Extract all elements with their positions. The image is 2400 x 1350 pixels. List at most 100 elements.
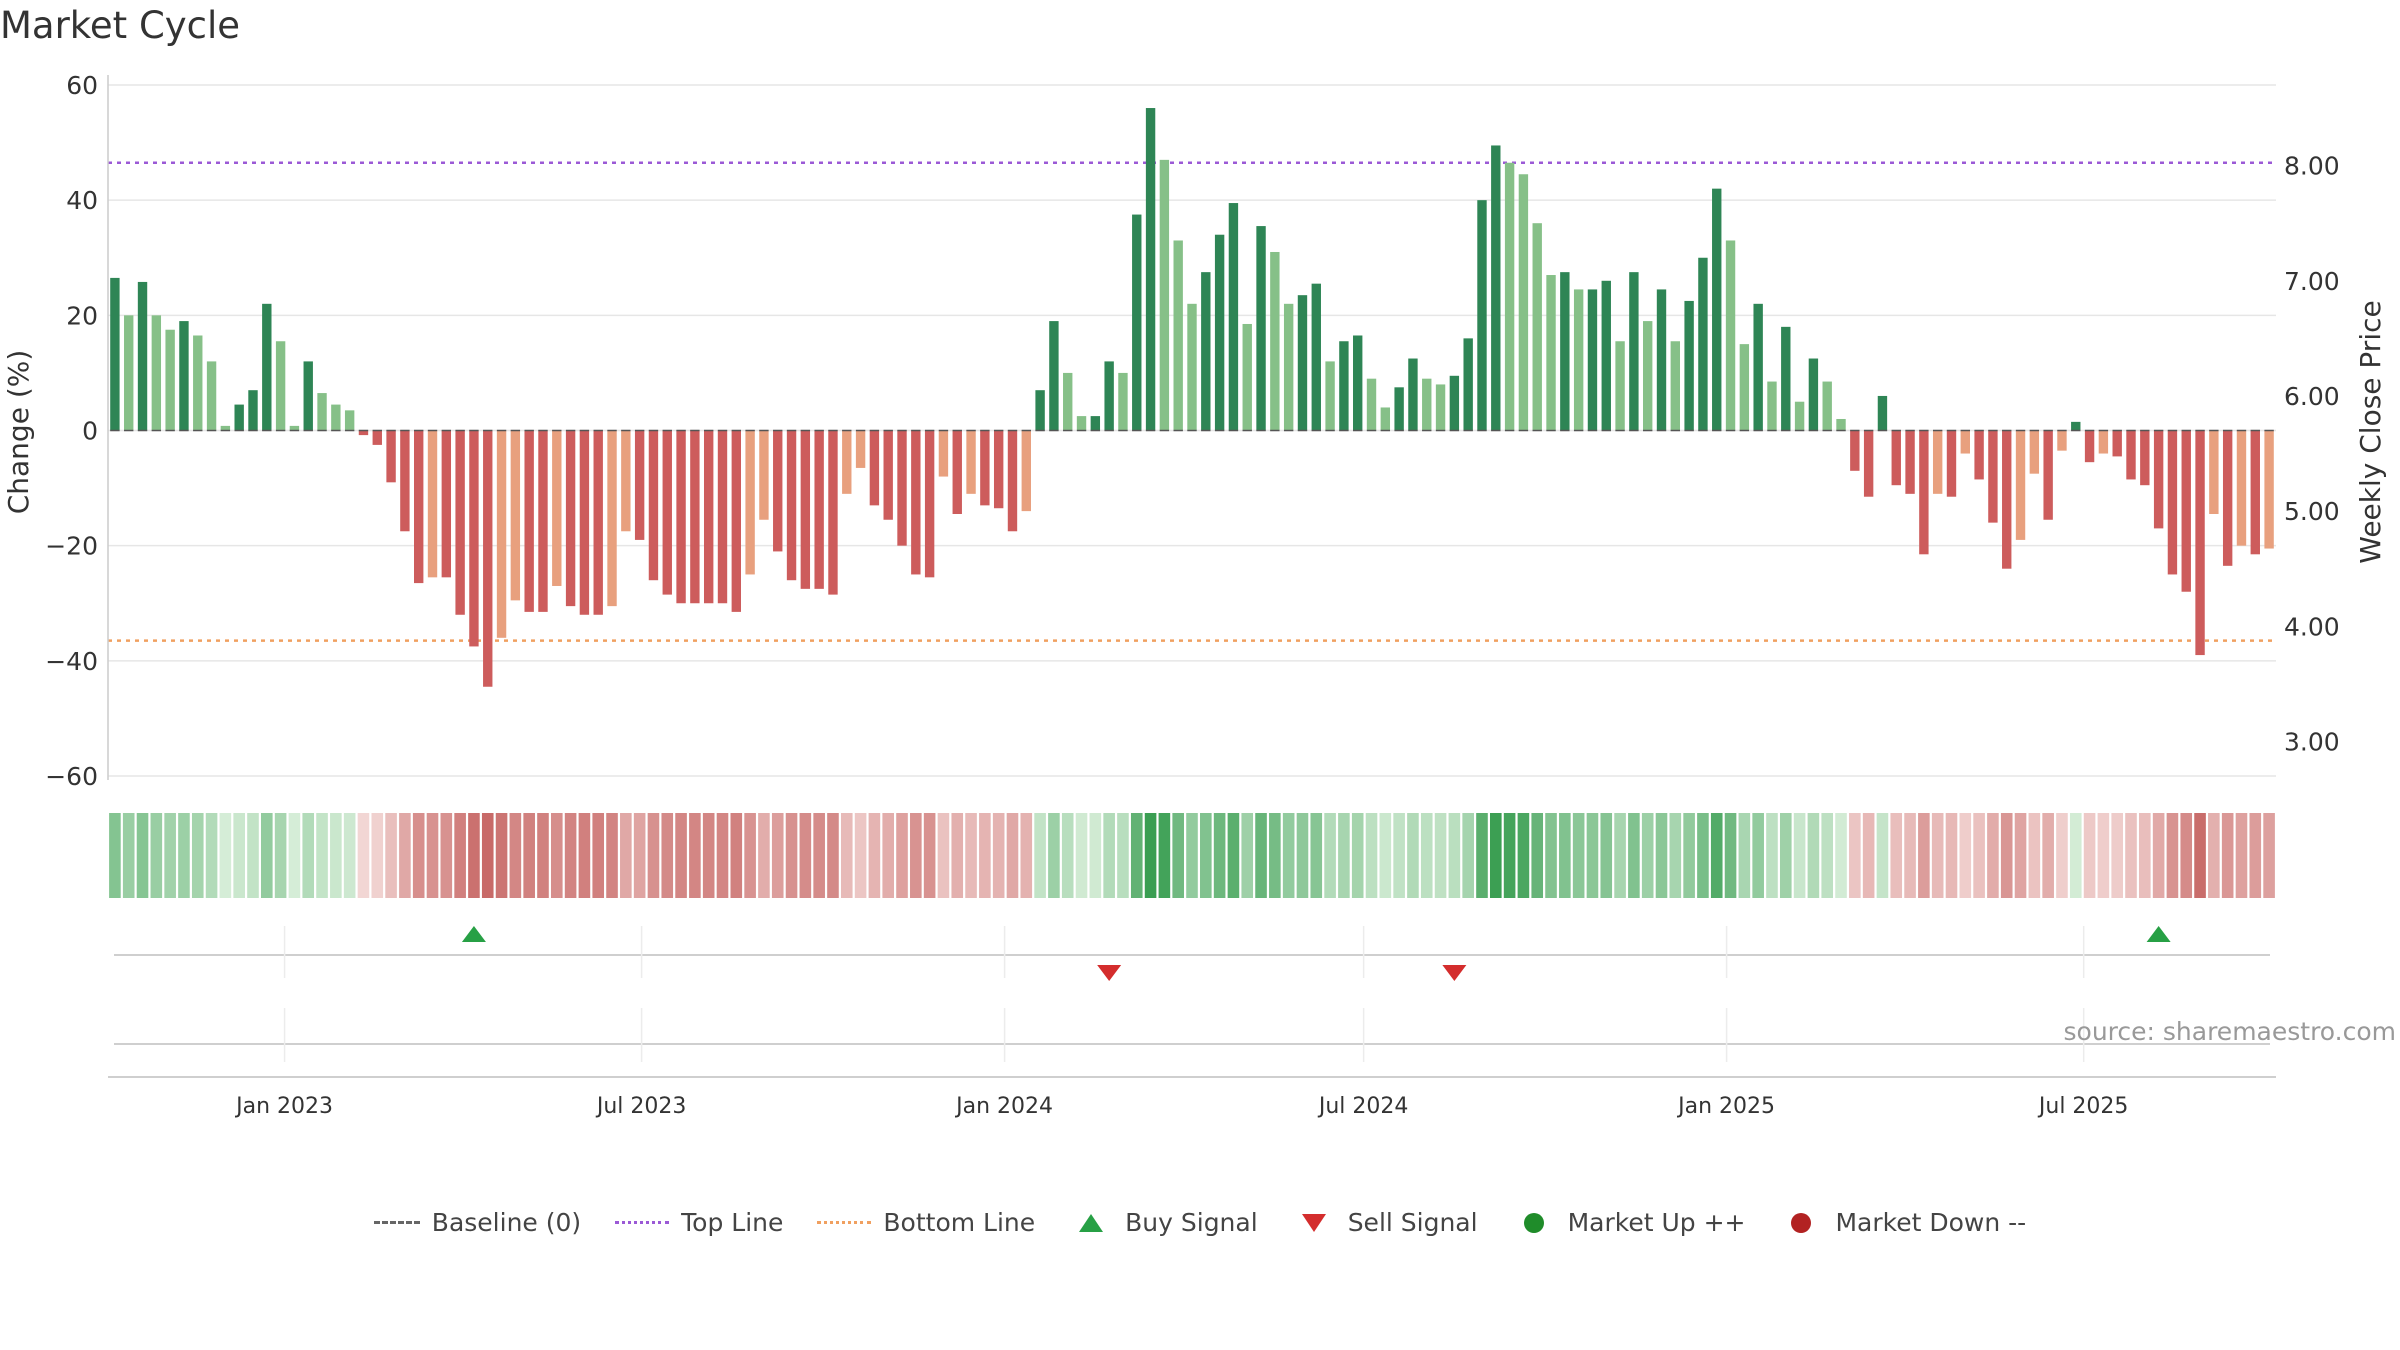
bar[interactable] [869, 430, 880, 506]
bar[interactable] [538, 430, 548, 612]
bar[interactable] [1670, 341, 1681, 431]
bar[interactable] [275, 341, 286, 431]
bar[interactable] [331, 404, 341, 431]
bar[interactable] [344, 410, 355, 431]
bar[interactable] [773, 430, 783, 552]
legend-market-down[interactable]: Market Down -- [1779, 1208, 2026, 1237]
bar[interactable] [2209, 430, 2219, 514]
legend-buy-signal[interactable]: Buy Signal [1069, 1208, 1258, 1237]
bar[interactable] [1104, 361, 1114, 431]
bar[interactable] [137, 281, 148, 431]
bar[interactable] [165, 329, 175, 431]
bar[interactable] [455, 430, 465, 615]
bar[interactable] [414, 430, 424, 584]
bar[interactable] [1615, 341, 1625, 431]
bar[interactable] [1339, 341, 1349, 431]
bar[interactable] [1242, 323, 1252, 431]
bar[interactable] [1698, 257, 1708, 431]
bar[interactable] [524, 430, 534, 612]
bar[interactable] [1477, 200, 1487, 431]
bar[interactable] [1214, 234, 1225, 431]
bar[interactable] [1449, 375, 1460, 431]
bar[interactable] [1422, 378, 1432, 431]
bar[interactable] [400, 430, 410, 532]
bar[interactable] [1132, 214, 1142, 431]
bar[interactable] [1725, 240, 1736, 431]
bar[interactable] [1435, 384, 1446, 431]
bar[interactable] [1076, 416, 1087, 431]
buy-signal-marker[interactable] [461, 926, 486, 942]
bar[interactable] [510, 430, 521, 601]
bar[interactable] [1049, 321, 1059, 431]
bar[interactable] [2002, 430, 2012, 569]
bar[interactable] [2071, 421, 2081, 431]
bar[interactable] [2015, 430, 2026, 540]
legend-sell-signal[interactable]: Sell Signal [1292, 1208, 1478, 1237]
bar[interactable] [151, 315, 162, 431]
bar[interactable] [828, 430, 838, 595]
bar[interactable] [1891, 430, 1901, 486]
bar[interactable] [980, 430, 990, 506]
bar[interactable] [2084, 430, 2095, 463]
bar[interactable] [842, 430, 852, 494]
bar[interactable] [206, 361, 217, 431]
bar[interactable] [593, 430, 603, 615]
bar[interactable] [1394, 387, 1404, 431]
bar[interactable] [2098, 430, 2109, 454]
sell-signal-marker[interactable] [1442, 965, 1467, 981]
bar[interactable] [2195, 430, 2205, 656]
bar[interactable] [1739, 344, 1750, 431]
bar[interactable] [1684, 300, 1694, 431]
bar[interactable] [690, 430, 700, 604]
bar[interactable] [1228, 203, 1239, 431]
bar[interactable] [2043, 430, 2053, 520]
bar[interactable] [924, 430, 935, 578]
bar[interactable] [648, 430, 659, 581]
bar[interactable] [1380, 407, 1391, 431]
bar[interactable] [662, 430, 672, 595]
bar[interactable] [372, 430, 382, 445]
bar[interactable] [1767, 381, 1777, 431]
bar[interactable] [1905, 430, 1915, 494]
bar[interactable] [1297, 295, 1308, 431]
bar[interactable] [952, 430, 962, 514]
bar[interactable] [1988, 430, 1998, 523]
bar[interactable] [1518, 174, 1529, 431]
bar[interactable] [124, 315, 134, 431]
bar[interactable] [1283, 303, 1294, 431]
bar[interactable] [607, 430, 617, 607]
legend-baseline[interactable]: Baseline (0) [373, 1208, 581, 1237]
bar[interactable] [1932, 430, 1943, 494]
bar[interactable] [386, 430, 396, 483]
bar[interactable] [814, 430, 824, 589]
bar[interactable] [496, 430, 507, 638]
bar[interactable] [2264, 430, 2274, 549]
bar[interactable] [1836, 418, 1846, 431]
bar[interactable] [1463, 338, 1473, 431]
bar[interactable] [2029, 430, 2040, 474]
bar[interactable] [1794, 401, 1805, 431]
bar[interactable] [1974, 430, 1984, 480]
bar[interactable] [1063, 372, 1073, 431]
bar[interactable] [1408, 358, 1418, 431]
bar[interactable] [234, 404, 244, 431]
sell-signal-marker[interactable] [1097, 965, 1122, 981]
bar[interactable] [220, 425, 231, 431]
bar[interactable] [1601, 280, 1611, 431]
bar[interactable] [1035, 390, 1045, 431]
bar[interactable] [317, 393, 327, 431]
bar[interactable] [1007, 430, 1018, 532]
buy-signal-marker[interactable] [2146, 926, 2171, 942]
bar[interactable] [1021, 430, 1031, 512]
bar[interactable] [248, 390, 258, 431]
bar[interactable] [2250, 430, 2260, 555]
bar[interactable] [897, 430, 907, 546]
legend-market-up[interactable]: Market Up ++ [1512, 1208, 1745, 1237]
bar[interactable] [966, 430, 976, 494]
bar[interactable] [1201, 272, 1211, 431]
bar[interactable] [1656, 289, 1667, 431]
bar[interactable] [303, 361, 313, 431]
bar[interactable] [993, 430, 1004, 509]
bar[interactable] [1712, 188, 1722, 431]
legend-bottom-line[interactable]: Bottom Line [817, 1208, 1035, 1237]
